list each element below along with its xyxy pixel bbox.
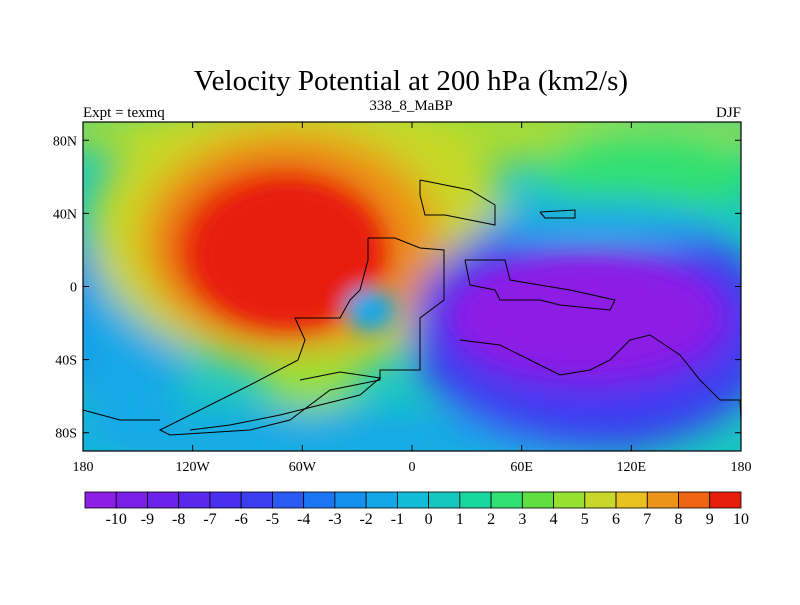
colorbar-swatch bbox=[365, 491, 398, 509]
colorbar-label: 9 bbox=[706, 511, 714, 528]
colorbar-swatch bbox=[272, 491, 305, 509]
x-tick-label: 120E bbox=[617, 460, 647, 475]
colorbar-swatch bbox=[178, 491, 211, 509]
colorbar-label: 2 bbox=[487, 511, 495, 528]
colorbar-label: -2 bbox=[359, 511, 372, 528]
colorbar-label: -7 bbox=[203, 511, 216, 528]
outline-north-landmass bbox=[419, 179, 496, 226]
continent-outlines bbox=[83, 179, 741, 436]
colorbar-swatch bbox=[428, 491, 461, 509]
field-neg-core bbox=[455, 260, 715, 370]
field-ne-cyan bbox=[480, 200, 720, 250]
colorbar-label: 8 bbox=[675, 511, 683, 528]
colorbar-swatch bbox=[396, 491, 430, 509]
colorbar-label: 1 bbox=[456, 511, 464, 528]
contour-field bbox=[83, 122, 741, 451]
colorbar: -10 -9 -8 -7 -6 -5 -4 -3 -2 -1 0 1 2 3 4 5 6 7 8 9 10 bbox=[84, 491, 749, 528]
chart-title: Velocity Potential at 200 hPa (km2/s) bbox=[194, 65, 628, 97]
colorbar-swatch bbox=[709, 491, 742, 509]
colorbar-swatch bbox=[303, 491, 336, 509]
colorbar-swatch bbox=[147, 491, 180, 509]
colorbar-label: -1 bbox=[391, 511, 404, 528]
x-tick-label: 180 bbox=[731, 460, 752, 475]
outline-main-continent bbox=[158, 237, 445, 436]
outline-west-edge bbox=[83, 409, 160, 421]
x-tick-label: 120W bbox=[176, 460, 211, 475]
colorbar-swatch bbox=[615, 491, 648, 509]
colorbar-swatch bbox=[490, 491, 523, 509]
x-tick-label: 60E bbox=[510, 460, 533, 475]
season-label: DJF bbox=[716, 105, 741, 121]
colorbar-label: 5 bbox=[581, 511, 589, 528]
x-tick-label: 60W bbox=[289, 460, 317, 475]
colorbar-swatch bbox=[209, 491, 242, 509]
colorbar-label: 3 bbox=[518, 511, 526, 528]
colorbar-label: -9 bbox=[141, 511, 154, 528]
y-tick-label: 40S bbox=[55, 354, 77, 369]
colorbar-label: -8 bbox=[172, 511, 185, 528]
colorbar-label: 6 bbox=[612, 511, 620, 528]
colorbar-label: 4 bbox=[550, 511, 558, 528]
period-label: 338_8_MaBP bbox=[369, 98, 452, 114]
colorbar-label: -4 bbox=[297, 511, 310, 528]
x-tick-label: 0 bbox=[409, 460, 416, 475]
colorbar-label: -3 bbox=[328, 511, 341, 528]
outline-small-island bbox=[539, 209, 576, 219]
experiment-label: Expt = texmq bbox=[83, 105, 165, 121]
colorbar-swatch bbox=[646, 491, 679, 509]
colorbar-label: -10 bbox=[106, 511, 127, 528]
colorbar-label: 7 bbox=[643, 511, 651, 528]
field-ne-green bbox=[540, 125, 741, 215]
colorbar-swatch bbox=[521, 491, 554, 509]
y-tick-label: 40N bbox=[53, 207, 77, 222]
colorbar-swatch bbox=[678, 491, 711, 509]
field-center-cyan bbox=[345, 288, 395, 332]
colorbar-swatch bbox=[459, 491, 492, 509]
axis-ticks: 180 120W 60W 0 60E 120E 180 80N 40N 0 40S 80S bbox=[53, 122, 752, 475]
y-tick-label: 80N bbox=[53, 134, 77, 149]
colorbar-label: 0 bbox=[425, 511, 433, 528]
x-tick-label: 180 bbox=[73, 460, 94, 475]
colorbar-swatch bbox=[240, 491, 273, 509]
field-pos-tail bbox=[260, 350, 360, 410]
outline-east-landmass bbox=[464, 259, 616, 311]
outline-southwest-landmass bbox=[189, 371, 382, 431]
colorbar-swatch bbox=[334, 491, 367, 509]
colorbar-swatch bbox=[115, 491, 148, 509]
colorbar-label: -5 bbox=[266, 511, 279, 528]
colorbar-swatch bbox=[584, 491, 617, 509]
colorbar-label: 10 bbox=[733, 511, 749, 528]
colorbar-label: -6 bbox=[235, 511, 248, 528]
y-tick-label: 80S bbox=[55, 427, 77, 442]
colorbar-swatch bbox=[553, 491, 586, 509]
outline-south-landmass bbox=[459, 334, 741, 421]
colorbar-swatch bbox=[84, 491, 117, 509]
field-pos-core bbox=[200, 185, 380, 325]
y-tick-label: 0 bbox=[70, 281, 77, 296]
